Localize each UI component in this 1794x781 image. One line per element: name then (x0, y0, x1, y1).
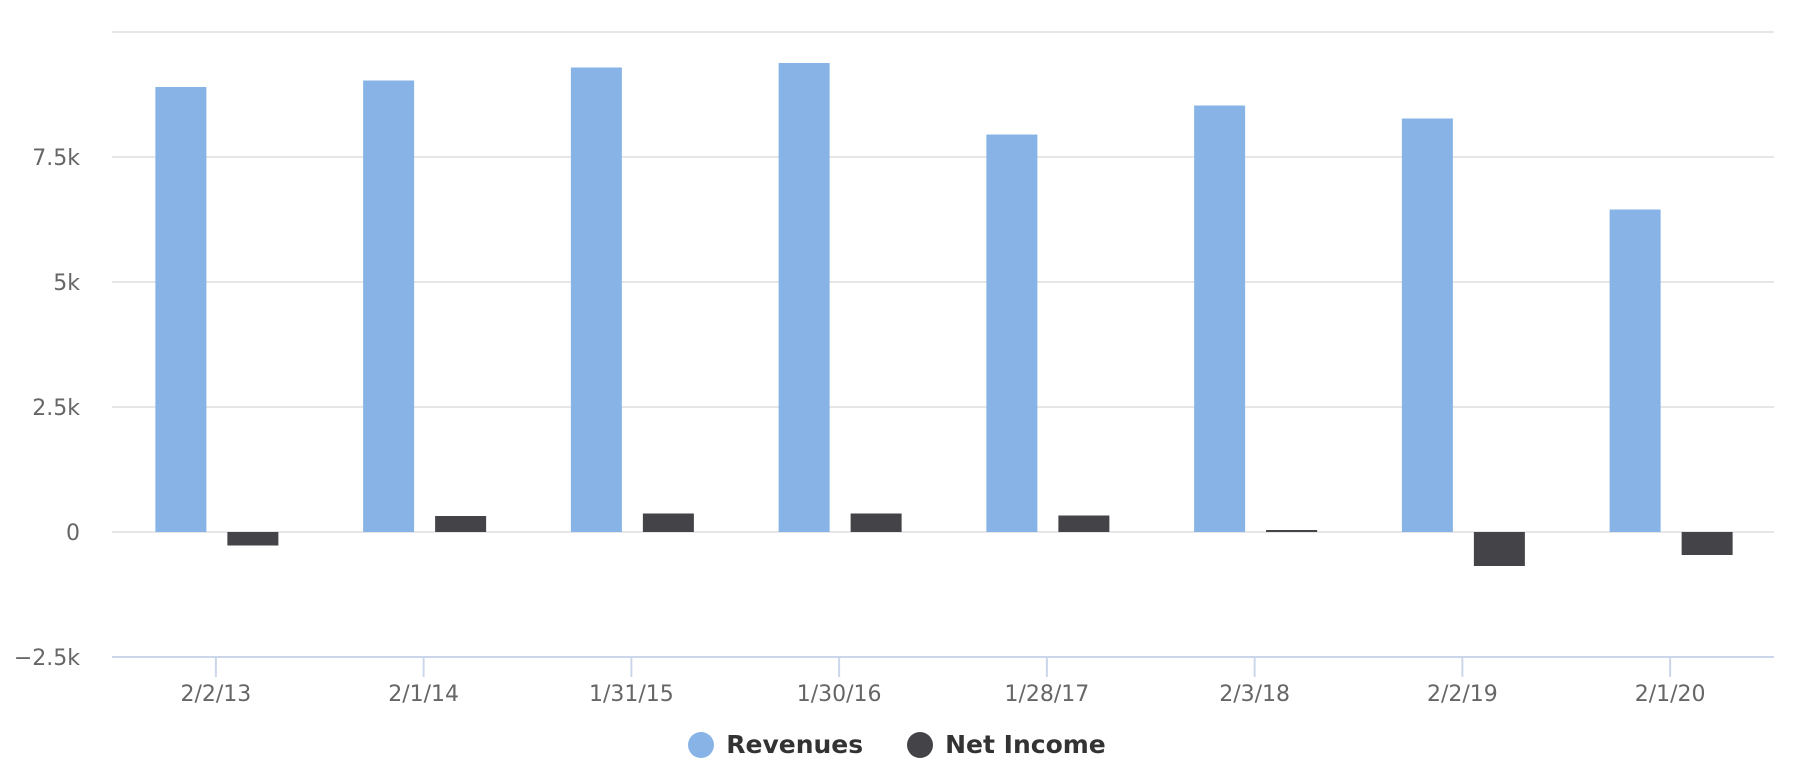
bar-revenues (363, 80, 415, 532)
bar-net-income (227, 532, 279, 546)
bar-net-income (1473, 532, 1525, 566)
y-tick-label: 0 (66, 521, 80, 546)
bar-net-income (642, 513, 694, 532)
bars (155, 63, 1733, 566)
bar-net-income (850, 513, 902, 532)
x-tick-label: 1/28/17 (1004, 682, 1089, 707)
chart-legend: Revenues Net Income (0, 730, 1794, 759)
bar-revenues (1194, 105, 1246, 532)
x-tick-label: 2/2/19 (1427, 682, 1498, 707)
bar-revenues (155, 87, 207, 532)
x-tick-label: 2/1/14 (388, 682, 459, 707)
legend-item-revenues[interactable]: Revenues (688, 730, 863, 759)
axes: −2.5k 0 2.5k 5k 7.5k 2/2/13 2/1/14 1/31/15 1/30/… (14, 146, 1774, 707)
bar-revenues (570, 67, 622, 532)
bar-revenues (986, 134, 1038, 532)
gridlines (112, 31, 1774, 533)
bar-net-income (1266, 530, 1318, 532)
legend-marker-revenues (688, 731, 715, 758)
legend-item-net-income[interactable]: Net Income (907, 730, 1106, 759)
legend-marker-net-income (907, 731, 934, 758)
bar-net-income (1681, 532, 1733, 555)
bar-net-income (435, 516, 487, 532)
y-tick-label: 7.5k (32, 146, 80, 171)
x-tick-label: 1/31/15 (589, 682, 674, 707)
bar-revenues (1609, 209, 1661, 532)
bar-revenues (778, 63, 830, 532)
bar-net-income (1058, 515, 1110, 532)
y-tick-label: −2.5k (14, 646, 80, 671)
legend-label-net-income: Net Income (945, 730, 1106, 759)
x-tick-label: 2/3/18 (1219, 682, 1290, 707)
legend-label-revenues: Revenues (726, 730, 864, 759)
y-tick-label: 2.5k (32, 396, 80, 421)
bar-revenues (1401, 118, 1453, 532)
x-tick-label: 1/30/16 (797, 682, 882, 707)
x-tick-label: 2/1/20 (1635, 682, 1706, 707)
y-tick-label: 5k (53, 271, 80, 296)
x-tick-label: 2/2/13 (180, 682, 251, 707)
